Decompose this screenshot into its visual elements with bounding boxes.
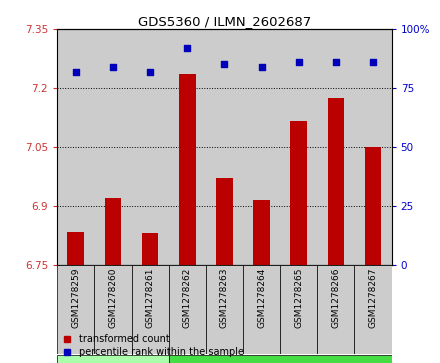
Bar xyxy=(243,265,280,354)
Bar xyxy=(365,147,381,265)
Legend: transformed count, percentile rank within the sample: transformed count, percentile rank withi… xyxy=(62,333,245,358)
Title: GDS5360 / ILMN_2602687: GDS5360 / ILMN_2602687 xyxy=(138,15,311,28)
Point xyxy=(184,45,191,51)
Point xyxy=(221,61,228,67)
Text: GSM1278261: GSM1278261 xyxy=(146,268,154,328)
Text: GSM1278266: GSM1278266 xyxy=(331,268,341,328)
Bar xyxy=(169,29,206,265)
Bar xyxy=(57,355,169,363)
Bar xyxy=(169,355,392,363)
Bar xyxy=(105,198,121,265)
Text: GSM1278265: GSM1278265 xyxy=(294,268,303,328)
Bar xyxy=(132,265,169,354)
Point xyxy=(370,59,377,65)
Text: GSM1278264: GSM1278264 xyxy=(257,268,266,328)
Bar xyxy=(57,29,94,265)
Bar xyxy=(206,29,243,265)
Text: GSM1278263: GSM1278263 xyxy=(220,268,229,328)
Bar xyxy=(179,74,196,265)
Point xyxy=(110,64,117,70)
Text: GSM1278259: GSM1278259 xyxy=(71,268,80,328)
Bar xyxy=(355,265,392,354)
Bar xyxy=(67,232,84,265)
Bar xyxy=(216,179,233,265)
Bar xyxy=(94,29,132,265)
Bar xyxy=(317,29,355,265)
Bar xyxy=(290,122,307,265)
Point xyxy=(147,69,154,74)
Bar xyxy=(132,29,169,265)
Bar xyxy=(206,265,243,354)
Bar xyxy=(253,200,270,265)
Bar xyxy=(57,265,94,354)
Point xyxy=(332,59,339,65)
Bar xyxy=(327,98,344,265)
Bar xyxy=(355,29,392,265)
Text: GSM1278262: GSM1278262 xyxy=(183,268,192,328)
Bar xyxy=(94,265,132,354)
Point xyxy=(72,69,79,74)
Bar xyxy=(243,29,280,265)
Text: GSM1278267: GSM1278267 xyxy=(369,268,378,328)
Text: GSM1278260: GSM1278260 xyxy=(108,268,117,328)
Point xyxy=(258,64,265,70)
Bar xyxy=(317,265,355,354)
Bar xyxy=(280,29,317,265)
Point xyxy=(295,59,302,65)
Bar xyxy=(142,233,158,265)
Bar xyxy=(169,265,206,354)
Bar xyxy=(280,265,317,354)
